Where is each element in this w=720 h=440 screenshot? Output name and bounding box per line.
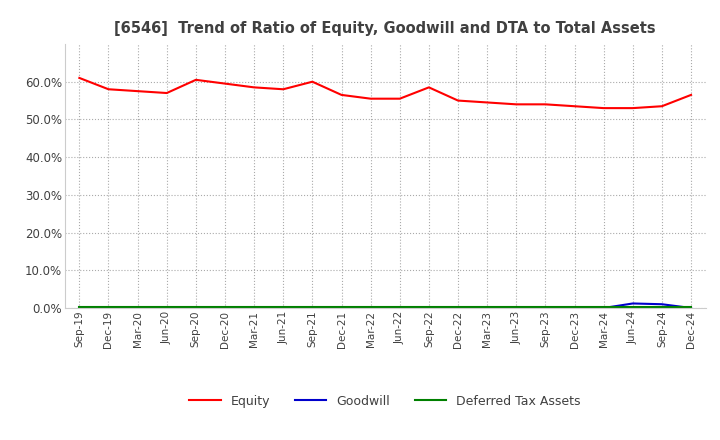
Line: Equity: Equity [79, 78, 691, 108]
Equity [75, 75, 84, 81]
Goodwill [395, 305, 404, 311]
Equity [512, 102, 521, 107]
Goodwill [250, 305, 258, 311]
Equity [425, 85, 433, 90]
Equity [279, 87, 287, 92]
Equity [220, 81, 229, 86]
Goodwill [133, 305, 142, 311]
Deferred Tax Assets [192, 304, 200, 310]
Title: [6546]  Trend of Ratio of Equity, Goodwill and DTA to Total Assets: [6546] Trend of Ratio of Equity, Goodwil… [114, 21, 656, 36]
Goodwill [599, 305, 608, 311]
Equity [250, 85, 258, 90]
Deferred Tax Assets [308, 304, 317, 310]
Deferred Tax Assets [657, 304, 666, 310]
Equity [133, 88, 142, 94]
Equity [308, 79, 317, 84]
Deferred Tax Assets [541, 304, 550, 310]
Equity [570, 103, 579, 109]
Deferred Tax Assets [133, 304, 142, 310]
Equity [337, 92, 346, 98]
Goodwill [483, 305, 492, 311]
Deferred Tax Assets [163, 304, 171, 310]
Equity [687, 92, 696, 98]
Goodwill [279, 305, 287, 311]
Deferred Tax Assets [512, 304, 521, 310]
Equity [629, 106, 637, 111]
Deferred Tax Assets [687, 304, 696, 310]
Equity [163, 90, 171, 95]
Goodwill [337, 305, 346, 311]
Deferred Tax Assets [483, 304, 492, 310]
Equity [366, 96, 375, 101]
Deferred Tax Assets [220, 304, 229, 310]
Deferred Tax Assets [425, 304, 433, 310]
Goodwill [512, 305, 521, 311]
Goodwill [104, 305, 113, 311]
Equity [657, 103, 666, 109]
Goodwill [454, 305, 462, 311]
Goodwill [687, 305, 696, 311]
Deferred Tax Assets [75, 304, 84, 310]
Goodwill [308, 305, 317, 311]
Legend: Equity, Goodwill, Deferred Tax Assets: Equity, Goodwill, Deferred Tax Assets [184, 390, 586, 413]
Goodwill [570, 305, 579, 311]
Goodwill [366, 305, 375, 311]
Equity [599, 106, 608, 111]
Goodwill [75, 305, 84, 311]
Goodwill [220, 305, 229, 311]
Equity [104, 87, 113, 92]
Equity [483, 100, 492, 105]
Goodwill [192, 305, 200, 311]
Goodwill [629, 301, 637, 306]
Deferred Tax Assets [366, 304, 375, 310]
Deferred Tax Assets [279, 304, 287, 310]
Deferred Tax Assets [454, 304, 462, 310]
Equity [454, 98, 462, 103]
Goodwill [657, 301, 666, 307]
Deferred Tax Assets [599, 304, 608, 310]
Goodwill [425, 305, 433, 311]
Deferred Tax Assets [337, 304, 346, 310]
Deferred Tax Assets [250, 304, 258, 310]
Goodwill [541, 305, 550, 311]
Deferred Tax Assets [629, 304, 637, 310]
Equity [192, 77, 200, 82]
Deferred Tax Assets [570, 304, 579, 310]
Line: Goodwill: Goodwill [79, 304, 691, 308]
Deferred Tax Assets [395, 304, 404, 310]
Equity [541, 102, 550, 107]
Equity [395, 96, 404, 101]
Goodwill [163, 305, 171, 311]
Deferred Tax Assets [104, 304, 113, 310]
